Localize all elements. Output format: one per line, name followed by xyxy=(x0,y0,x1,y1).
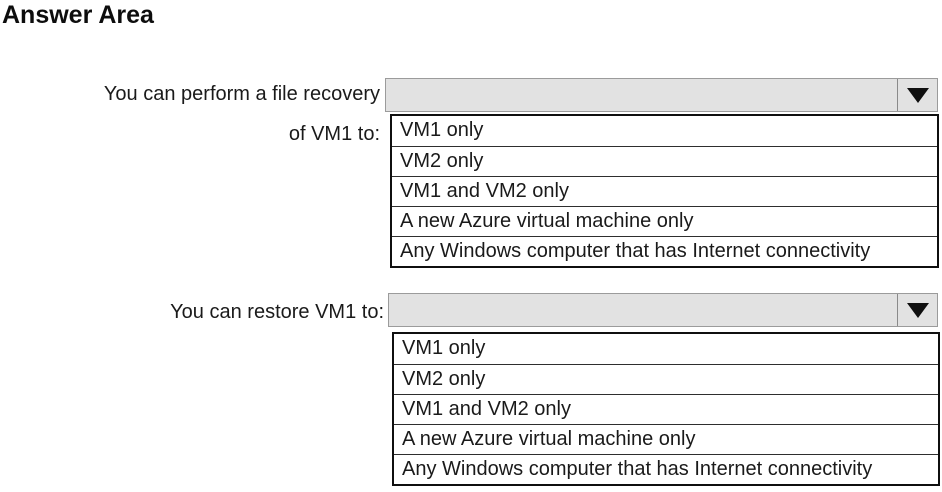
question1-label-line2: of VM1 to: xyxy=(288,123,380,145)
question1-option-new-azure-vm-only[interactable]: A new Azure virtual machine only xyxy=(392,206,937,236)
question2-option-list: VM1 only VM2 only VM1 and VM2 only A new… xyxy=(392,332,940,486)
page-title: Answer Area xyxy=(2,1,154,29)
question2-label: You can restore VM1 to: xyxy=(0,296,384,328)
question1-label: You can perform a file recovery of VM1 t… xyxy=(0,74,380,154)
question2-dropdown-value[interactable] xyxy=(389,294,897,326)
question2-option-any-windows-computer[interactable]: Any Windows computer that has Internet c… xyxy=(394,454,938,484)
dropdown-arrow-icon xyxy=(906,87,929,103)
question2-option-new-azure-vm-only[interactable]: A new Azure virtual machine only xyxy=(394,424,938,454)
question1-dropdown-value[interactable] xyxy=(386,79,897,111)
question1-option-vm1-and-vm2-only[interactable]: VM1 and VM2 only xyxy=(392,176,937,206)
question2-option-vm1-only[interactable]: VM1 only xyxy=(394,334,938,364)
question1-option-list: VM1 only VM2 only VM1 and VM2 only A new… xyxy=(390,114,939,268)
question1-option-vm2-only[interactable]: VM2 only xyxy=(392,146,937,176)
question1-dropdown-button[interactable] xyxy=(897,79,937,111)
question2-label-line1: You can restore VM1 to: xyxy=(170,301,384,323)
question1-label-line1: You can perform a file recovery xyxy=(103,83,380,105)
question2-dropdown[interactable] xyxy=(388,293,938,327)
question2-option-vm1-and-vm2-only[interactable]: VM1 and VM2 only xyxy=(394,394,938,424)
question2-dropdown-button[interactable] xyxy=(897,294,937,326)
dropdown-arrow-icon xyxy=(906,302,929,318)
question1-dropdown[interactable] xyxy=(385,78,938,112)
question1-option-any-windows-computer[interactable]: Any Windows computer that has Internet c… xyxy=(392,236,937,266)
question1-option-vm1-only[interactable]: VM1 only xyxy=(392,116,937,146)
question2-option-vm2-only[interactable]: VM2 only xyxy=(394,364,938,394)
